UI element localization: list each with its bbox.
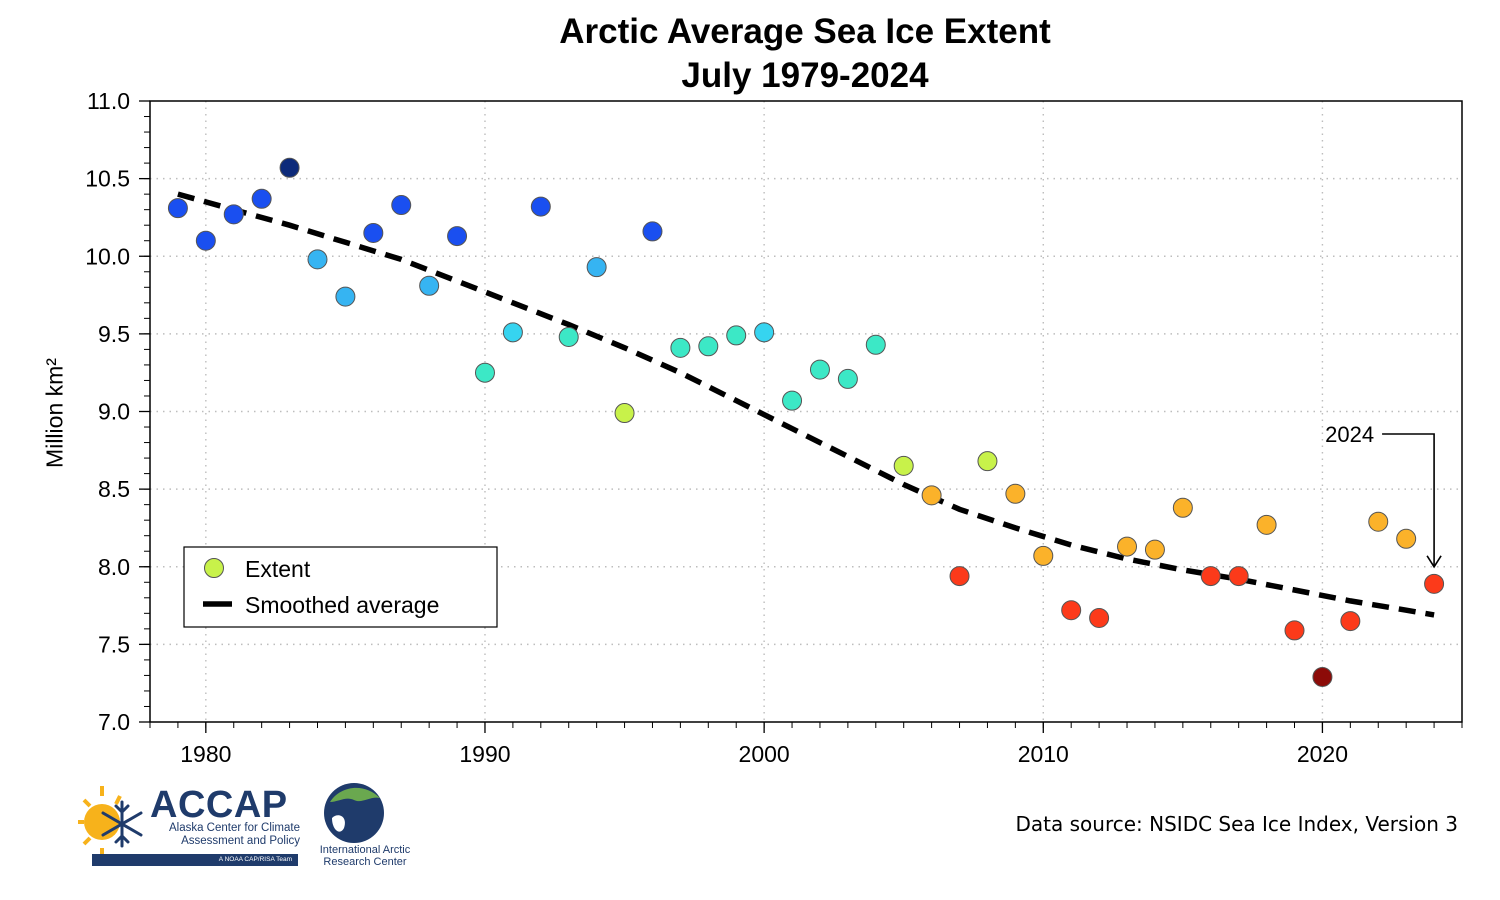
extent-point [363, 222, 384, 243]
x-tick-label: 1990 [459, 741, 510, 767]
extent-point [893, 455, 914, 476]
extent-point [279, 157, 300, 178]
extent-point [949, 566, 970, 587]
extent-point [391, 195, 412, 216]
accap-logo: ACCAP Alaska Center for Climate Assessme… [76, 782, 306, 870]
extent-point [809, 359, 830, 380]
x-axis-ticks: 1980 1990 2000 2010 2020 [180, 722, 1348, 767]
extent-point [782, 390, 803, 411]
extent-point [586, 257, 607, 278]
y-axis-label: Million km² [41, 358, 68, 468]
extent-point [1033, 545, 1054, 566]
iarc-logo-line1: International Arctic [319, 844, 411, 856]
extent-point [1228, 566, 1249, 587]
extent-point [921, 485, 942, 506]
extent-series [167, 157, 1445, 687]
extent-point [1368, 511, 1389, 532]
chart-subtitle: July 1979-2024 [681, 56, 929, 95]
x-tick-label: 2020 [1297, 741, 1348, 767]
extent-point [614, 403, 635, 424]
extent-point [419, 275, 440, 296]
extent-point [1284, 620, 1305, 641]
plot-frame [149, 100, 1463, 723]
globe-icon [324, 783, 384, 843]
iarc-logo-text: International Arctic Research Center [306, 844, 424, 868]
data-source-note: Data source: NSIDC Sea Ice Index, Versio… [1015, 812, 1458, 836]
extent-point [1312, 666, 1333, 687]
extent-point [977, 451, 998, 472]
accap-logo-subtitle: Alaska Center for Climate Assessment and… [150, 822, 300, 848]
x-tick-label: 2010 [1018, 741, 1069, 767]
accap-logo-line1: Alaska Center for Climate [168, 822, 300, 834]
extent-point [251, 188, 272, 209]
accap-logo-name: ACCAP [150, 784, 288, 826]
y-tick-label: 10.5 [85, 166, 130, 192]
extent-point [670, 337, 691, 358]
extent-point [474, 362, 495, 383]
sun-snowflake-icon [78, 786, 143, 858]
x-tick-label: 2000 [739, 741, 790, 767]
annotation-arrowhead [1426, 555, 1442, 569]
grid-lines [150, 101, 1462, 722]
extent-point [307, 249, 328, 270]
extent-point [1200, 566, 1221, 587]
extent-point [726, 325, 747, 346]
extent-point [1256, 514, 1277, 535]
annotation-2024: 2024 [1325, 422, 1442, 569]
extent-point [1144, 539, 1165, 560]
iarc-logo: International Arctic Research Center [318, 778, 412, 876]
legend-marker-extent [204, 558, 224, 578]
y-tick-label: 10.0 [85, 243, 130, 269]
extent-point [642, 221, 663, 242]
y-axis-ticks: 7.0 7.5 8.0 8.5 9.0 9.5 10.0 10.5 11.0 [85, 88, 150, 735]
extent-point [1340, 611, 1361, 632]
legend-label-extent: Extent [245, 556, 311, 582]
extent-point [1117, 536, 1138, 557]
extent-point [447, 226, 468, 247]
y-tick-label: 11.0 [87, 88, 130, 114]
legend: Extent Smoothed average [183, 546, 498, 628]
extent-point [558, 326, 579, 347]
extent-point [167, 198, 188, 219]
annotation-label: 2024 [1325, 422, 1374, 447]
extent-point [1424, 573, 1445, 594]
extent-point [195, 230, 216, 251]
legend-box [183, 546, 498, 628]
y-tick-label: 7.5 [98, 631, 130, 657]
iarc-logo-line2: Research Center [323, 856, 407, 868]
smoothed-average-line [177, 191, 1435, 618]
y-tick-label: 8.0 [98, 554, 130, 580]
extent-point [837, 368, 858, 389]
legend-label-smoothed: Smoothed average [245, 592, 439, 618]
y-tick-label: 9.5 [98, 321, 130, 347]
y-tick-label: 8.5 [98, 476, 130, 502]
extent-point [1005, 483, 1026, 504]
y-tick-label: 9.0 [98, 399, 130, 425]
extent-point [223, 204, 244, 225]
extent-point [1061, 600, 1082, 621]
extent-point [502, 322, 523, 343]
accap-logo-line2: Assessment and Policy [181, 835, 300, 847]
extent-point [530, 196, 551, 217]
accap-logo-bar: A NOAA CAP/RISA Team [92, 854, 298, 866]
extent-point [1172, 497, 1193, 518]
minor-ticks [144, 100, 1463, 728]
extent-point [1089, 607, 1110, 628]
x-tick-label: 1980 [180, 741, 231, 767]
y-tick-label: 7.0 [98, 709, 130, 735]
smoothed-average-series [177, 191, 1435, 618]
extent-point [865, 334, 886, 355]
extent-point [754, 322, 775, 343]
chart-title: Arctic Average Sea Ice Extent [559, 12, 1051, 51]
annotation-arrow-line [1382, 433, 1435, 566]
extent-point [1396, 528, 1417, 549]
extent-point [335, 286, 356, 307]
extent-point [698, 336, 719, 357]
